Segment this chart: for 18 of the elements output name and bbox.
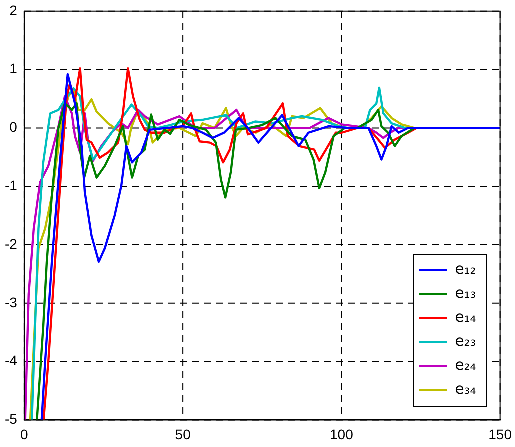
y-tick-label: 1 xyxy=(10,60,18,77)
legend-label: e₃₄ xyxy=(455,380,476,398)
y-tick-label: 0 xyxy=(10,119,18,136)
x-tick-label: 50 xyxy=(175,426,192,442)
y-tick-label: -5 xyxy=(4,411,18,428)
y-tick-label: -3 xyxy=(4,294,18,310)
legend-label: e₁₄ xyxy=(455,308,476,326)
y-tick-label: -2 xyxy=(4,236,18,252)
x-tick-label: 150 xyxy=(488,426,512,442)
legend-label: e₁₂ xyxy=(455,260,476,278)
legend-label: e₂₃ xyxy=(455,332,476,350)
x-tick-label: 100 xyxy=(330,426,354,442)
x-tick-label: 0 xyxy=(20,426,29,442)
y-tick-label: -4 xyxy=(4,352,18,369)
y-tick-label: 2 xyxy=(10,2,18,18)
y-tick-label: -1 xyxy=(4,177,18,194)
legend-label: e₁₃ xyxy=(455,284,476,302)
legend-label: e₂₄ xyxy=(455,356,476,374)
